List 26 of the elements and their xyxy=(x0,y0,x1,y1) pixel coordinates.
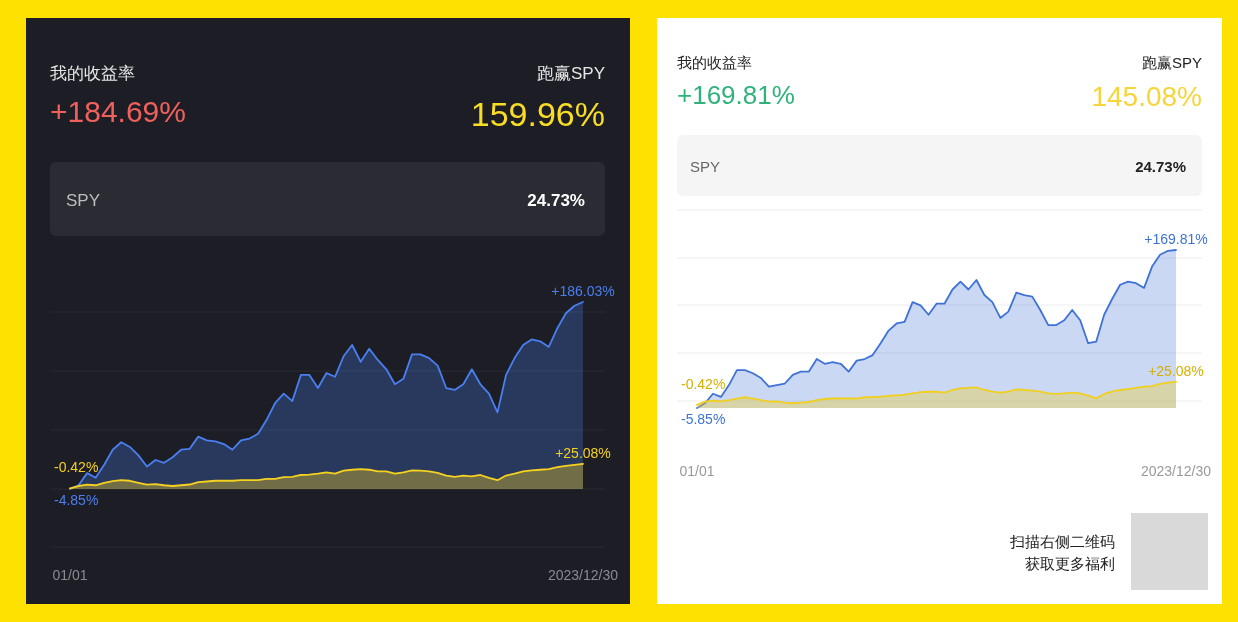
text: +169.81% xyxy=(677,80,795,110)
x-tick-label: 01/01 xyxy=(679,463,715,479)
text: 我的收益率 xyxy=(677,54,752,71)
text: +184.69% xyxy=(50,95,186,128)
text: 24.73% xyxy=(527,191,585,210)
text: SPY xyxy=(66,191,101,210)
text: 24.73% xyxy=(1135,158,1186,175)
text: 扫描右侧二维码 xyxy=(1009,533,1115,550)
annotation: +186.03% xyxy=(551,283,615,299)
text: 获取更多福利 xyxy=(1025,555,1115,572)
annotation: +25.08% xyxy=(555,444,611,461)
text: SPY xyxy=(690,158,721,175)
annotation: -0.42% xyxy=(54,459,99,476)
text: 我的收益率 xyxy=(50,64,135,83)
text: 跑赢SPY xyxy=(1141,54,1202,71)
annotation: +25.08% xyxy=(1148,362,1204,379)
text: 145.08% xyxy=(1091,81,1202,112)
annotation: -4.85% xyxy=(54,492,99,508)
x-tick-label: 2023/12/30 xyxy=(1140,463,1212,479)
x-tick-label: 01/01 xyxy=(52,567,88,583)
annotation: +169.81% xyxy=(1144,231,1208,247)
x-tick-label: 2023/12/30 xyxy=(547,567,619,583)
text: 159.96% xyxy=(470,95,605,133)
annotation: -5.85% xyxy=(681,411,726,427)
text: 跑赢SPY xyxy=(536,64,605,83)
annotation: -0.42% xyxy=(681,375,726,392)
